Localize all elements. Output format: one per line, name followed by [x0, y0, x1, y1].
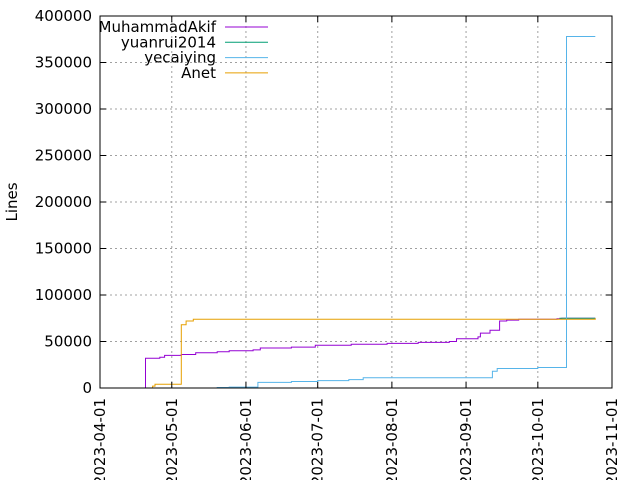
x-tick-label: 2023-05-01	[163, 398, 181, 480]
legend-label: MuhammadAkif	[99, 18, 217, 36]
legend-label: yecaiying	[144, 49, 216, 67]
grid-lines	[100, 16, 612, 388]
x-tick-label: 2023-08-01	[383, 398, 401, 480]
x-tick-label: 2023-09-01	[457, 398, 475, 480]
series-lines	[128, 36, 596, 389]
y-tick-label: 50000	[44, 333, 92, 351]
legend-label: yuanrui2014	[121, 33, 216, 51]
y-tick-label: 200000	[35, 193, 92, 211]
y-tick-label: 100000	[35, 286, 92, 304]
x-tick-label: 2023-11-01	[603, 398, 621, 480]
y-tick-label: 350000	[35, 54, 92, 72]
y-tick-label: 0	[82, 379, 92, 397]
x-tick-label: 2023-10-01	[529, 398, 547, 480]
x-tick-label: 2023-04-01	[91, 398, 109, 480]
y-tick-label: 150000	[35, 240, 92, 258]
axis-ticks: 0 50000 100000 150000 200000 250000 300000 3500…	[35, 7, 621, 480]
series-line-muhammadakif	[128, 317, 596, 389]
series-line-yecaiying	[200, 36, 596, 389]
x-tick-label: 2023-07-01	[309, 398, 327, 480]
legend-label: Anet	[181, 64, 216, 82]
y-tick-label: 250000	[35, 147, 92, 165]
y-tick-label: 400000	[35, 7, 92, 25]
y-tick-label: 300000	[35, 100, 92, 118]
y-axis-label: Lines	[3, 182, 21, 221]
series-line-anet	[150, 318, 596, 389]
x-tick-label: 2023-06-01	[237, 398, 255, 480]
